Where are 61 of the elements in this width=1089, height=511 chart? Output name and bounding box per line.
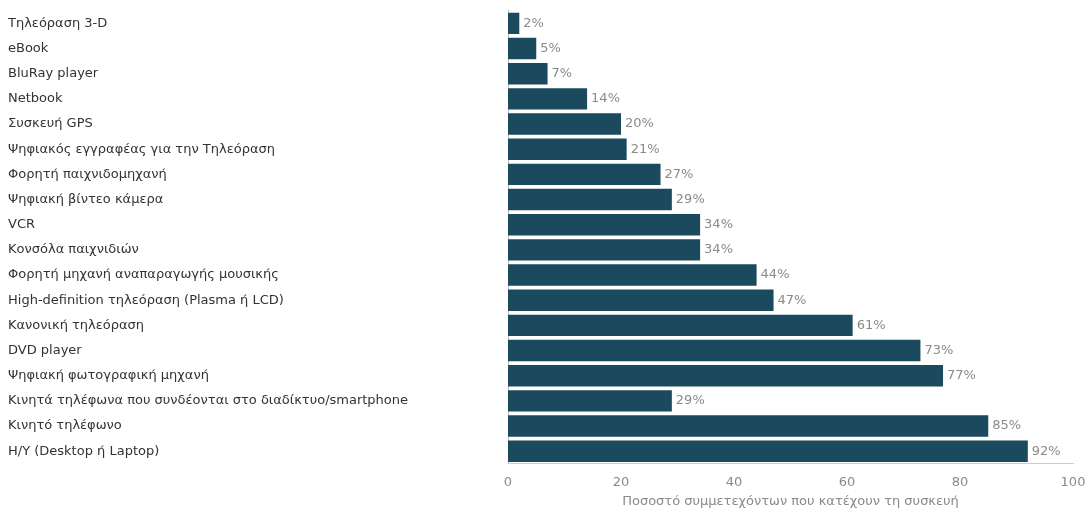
data-label: 73%	[924, 341, 954, 357]
data-label: 7%	[551, 65, 573, 81]
bar	[508, 163, 661, 186]
y-tick-label: Φορητή παιχνιδομηχανή	[8, 165, 167, 181]
x-tick-label: 0	[503, 473, 513, 489]
bar	[508, 390, 672, 412]
bar	[508, 188, 672, 211]
bar	[508, 314, 853, 337]
y-tick-label: DVD player	[8, 341, 83, 357]
data-label: 47%	[777, 291, 807, 307]
x-tick-label: 80	[951, 473, 969, 489]
y-tick-label: High-definition τηλεόραση (Plasma ή LCD)	[8, 291, 284, 307]
bar	[508, 264, 757, 286]
data-label: 61%	[856, 316, 886, 332]
y-tick-label: Ψηφιακός εγγραφέας για την Τηλεόραση	[8, 140, 275, 156]
bar	[508, 289, 774, 311]
y-tick-label: Κονσόλα παιχνιδιών	[8, 241, 139, 257]
bar	[508, 63, 548, 85]
x-tick-label: 40	[725, 473, 743, 489]
y-tick-label: Κινητό τηλέφωνο	[8, 417, 122, 433]
bar	[508, 415, 989, 437]
data-label: 2%	[523, 14, 544, 30]
y-tick-label: Netbook	[8, 90, 63, 106]
data-label: 44%	[760, 266, 790, 282]
x-tick-label: 60	[838, 473, 856, 489]
y-tick-label: BluRay player	[8, 65, 99, 81]
data-label: 92%	[1031, 442, 1061, 458]
y-tick-label: Κανονική τηλεόραση	[8, 316, 145, 332]
x-tick-label: 100	[1060, 473, 1086, 489]
data-label: 34%	[704, 216, 734, 232]
bar	[508, 214, 701, 236]
data-label: 29%	[675, 392, 705, 408]
data-label: 27%	[664, 165, 694, 181]
y-tick-label: Κινητά τηλέφωνα που συνδέονται στο διαδίκτυο/smartphone	[8, 392, 409, 408]
data-label: 77%	[947, 367, 976, 383]
bar	[508, 339, 921, 362]
data-label: 20%	[625, 115, 654, 131]
bar	[508, 138, 627, 160]
y-tick-label: Φορητή μηχανή αναπαραγωγής μουσικής	[8, 266, 279, 282]
y-tick-label: VCR	[8, 216, 36, 232]
bar	[508, 113, 621, 135]
y-tick-label: Συσκευή GPS	[8, 115, 93, 131]
bar	[508, 365, 944, 387]
data-label: 5%	[540, 39, 561, 55]
bar	[508, 88, 588, 110]
y-tick-label: Η/Υ (Desktop ή Laptop)	[8, 442, 160, 458]
data-label: 14%	[591, 90, 621, 106]
y-tick-label: Τηλεόραση 3-D	[7, 14, 108, 30]
y-tick-label: eBook	[8, 39, 49, 55]
data-label: 29%	[675, 190, 705, 206]
data-label: 21%	[630, 140, 660, 156]
y-tick-label: Ψηφιακή φωτογραφική μηχανή	[8, 367, 209, 383]
data-label: 85%	[992, 417, 1022, 433]
data-label: 34%	[704, 241, 734, 257]
bar	[508, 440, 1028, 462]
bar	[508, 239, 701, 261]
bar	[508, 37, 537, 60]
y-tick-label: Ψηφιακή βίντεο κάμερα	[8, 190, 164, 206]
bar	[508, 12, 520, 35]
x-axis-title: Ποσοστό συμμετεχόντων που κατέχουν τη συσκευή	[622, 492, 959, 508]
x-tick-label: 20	[612, 473, 630, 489]
